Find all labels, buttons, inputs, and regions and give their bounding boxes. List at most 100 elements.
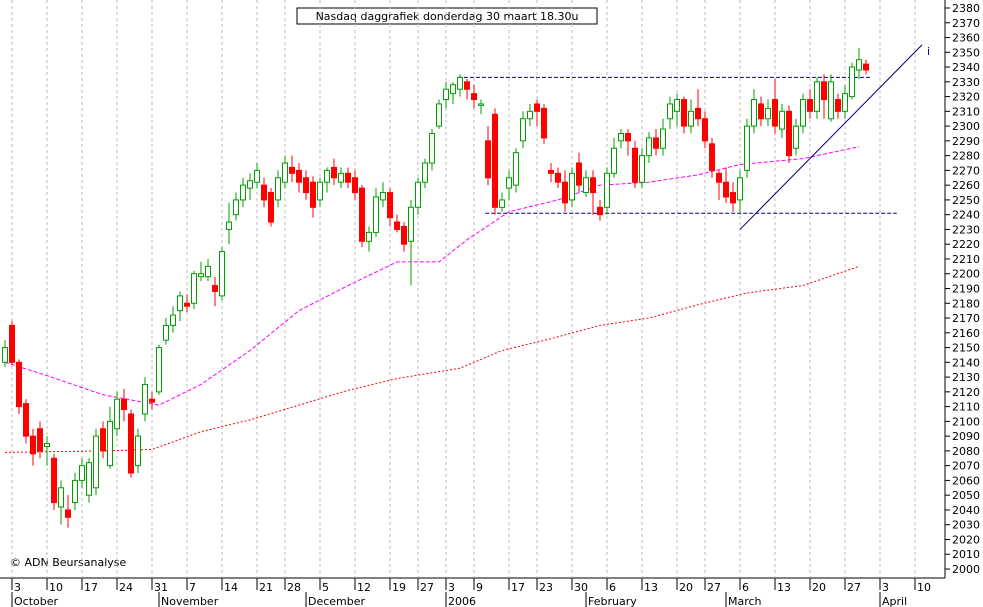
candle-body (485, 140, 491, 179)
candle-body (401, 225, 407, 245)
y-tick-label: 2140 (952, 356, 980, 369)
y-tick-label: 2040 (952, 504, 980, 517)
x-tick-label: 14 (224, 581, 238, 594)
y-tick-label: 2310 (952, 105, 980, 118)
candle-body (275, 177, 281, 201)
candle-body (44, 443, 50, 447)
x-tick-label: 3 (14, 581, 21, 594)
candle-body (590, 177, 596, 194)
y-tick-label: 2150 (952, 342, 980, 355)
candle-body (457, 76, 463, 90)
candle-body (128, 413, 134, 474)
x-tick-label: 27 (420, 581, 434, 594)
candle-body (807, 99, 813, 112)
candle-body (338, 172, 344, 183)
x-tick-label: 27 (847, 581, 861, 594)
y-tick-label: 2090 (952, 430, 980, 443)
x-tick-label: 6 (742, 581, 749, 594)
candle-body (765, 107, 771, 120)
candle-body (688, 110, 694, 127)
x-tick-label: 5 (322, 581, 329, 594)
candle-body (107, 420, 113, 467)
candle-body (373, 196, 379, 233)
candle-body (352, 177, 358, 194)
y-tick-label: 2010 (952, 548, 980, 561)
candle-body (121, 398, 127, 411)
candle-body (744, 125, 750, 171)
candle-body (317, 181, 323, 201)
candle-body (681, 99, 687, 127)
candle-body (548, 169, 554, 174)
x-tick-label: 21 (259, 581, 273, 594)
candle-body (625, 132, 631, 142)
month-label: November (161, 595, 219, 607)
candle-body (16, 361, 22, 408)
candle-body (387, 192, 393, 219)
candle-body (527, 110, 533, 120)
x-tick-label: 31 (154, 581, 168, 594)
candle-body (2, 347, 8, 363)
candle-body (709, 143, 715, 171)
candle-body (569, 172, 575, 201)
candle-body (758, 103, 764, 120)
chart-title: Nasdaq daggrafiek donderdag 30 maart 18.… (316, 10, 579, 23)
candle-body (268, 192, 274, 223)
candle-body (863, 63, 869, 71)
y-tick-label: 2280 (952, 150, 980, 163)
candle-body (51, 457, 57, 504)
candle-body (737, 177, 743, 201)
y-tick-label: 2360 (952, 32, 980, 45)
x-tick-label: 7 (189, 581, 196, 594)
y-tick-label: 2270 (952, 164, 980, 177)
candle-body (849, 66, 855, 98)
candle-body (653, 137, 659, 149)
candle-body (576, 162, 582, 186)
candle-body (639, 155, 645, 183)
candle-body (233, 199, 239, 216)
candle-body (114, 398, 120, 430)
y-tick-label: 2160 (952, 327, 980, 340)
candle-body (366, 231, 372, 242)
candle-body (772, 99, 778, 127)
x-tick-label: 27 (707, 581, 721, 594)
candle-body (212, 285, 218, 292)
y-tick-label: 2210 (952, 253, 980, 266)
candle-body (660, 128, 666, 149)
overlay-line (4, 146, 860, 406)
x-tick-label: 17 (84, 581, 98, 594)
candle-body (555, 172, 561, 183)
candle-body (674, 99, 680, 112)
x-tick-label: 12 (357, 581, 371, 594)
candle-body (541, 107, 547, 139)
candle-body (443, 88, 449, 101)
candle-body (142, 383, 148, 415)
y-tick-label: 2190 (952, 283, 980, 296)
candle-body (821, 81, 827, 101)
y-tick-label: 2350 (952, 46, 980, 59)
candle-body (779, 110, 785, 130)
candle-body (163, 324, 169, 341)
candle-body (506, 177, 512, 189)
overlay-line (739, 44, 923, 230)
x-tick-label: 3 (882, 581, 889, 594)
candle-body (205, 265, 211, 278)
candle-body (226, 221, 232, 230)
y-tick-label: 2030 (952, 519, 980, 532)
x-tick-label: 17 (511, 581, 525, 594)
candle-body (478, 103, 484, 106)
y-tick-label: 2230 (952, 223, 980, 236)
x-tick-label: 13 (644, 581, 658, 594)
y-tick-label: 2300 (952, 120, 980, 133)
candle-body (282, 162, 288, 183)
candle-body (310, 181, 316, 208)
x-tick-label: 13 (777, 581, 791, 594)
candle-body (562, 181, 568, 204)
candle-body (429, 132, 435, 164)
x-tick-label: 24 (119, 581, 133, 594)
candle-body (450, 84, 456, 95)
candle-body (786, 110, 792, 157)
y-tick-label: 2340 (952, 61, 980, 74)
candle-body (695, 107, 701, 120)
y-tick-label: 2370 (952, 17, 980, 30)
